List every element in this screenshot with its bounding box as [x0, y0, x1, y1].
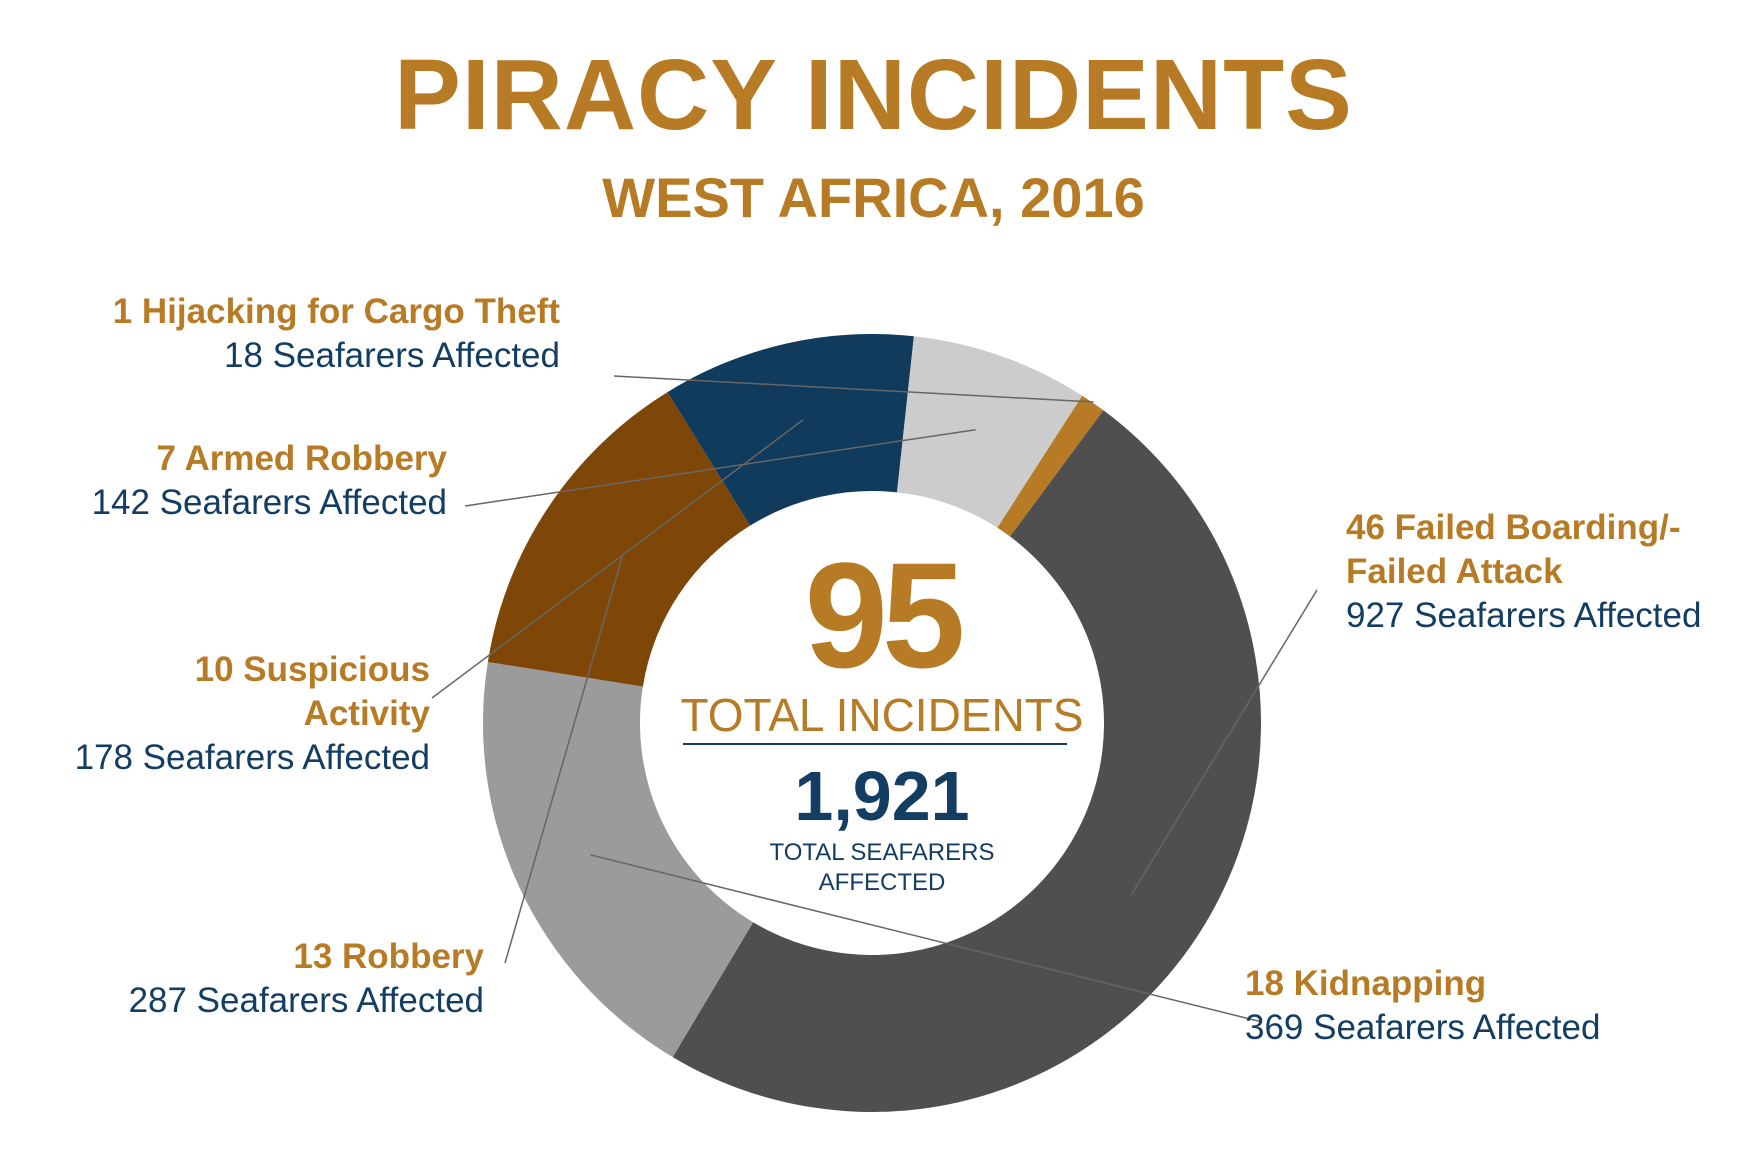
- label-failed-boarding-seafarers: 927 Seafarers Affected: [1346, 596, 1702, 635]
- label-armed-robbery: 7 Armed Robbery 142 Seafarers Affected: [92, 437, 447, 525]
- label-robbery-seafarers: 287 Seafarers Affected: [128, 981, 484, 1020]
- chart-title: PIRACY INCIDENTS: [394, 39, 1353, 151]
- label-suspicious-activity: 10 Suspicious Activity 178 Seafarers Aff…: [75, 648, 430, 780]
- leader-armed-robbery: [464, 429, 976, 507]
- label-hijacking-name: 1 Hijacking for Cargo Theft: [112, 292, 560, 331]
- total-incidents-value: 95: [804, 531, 966, 699]
- leader-suspicious-activity: [431, 419, 804, 699]
- label-suspicious-name-2: Activity: [303, 694, 430, 733]
- total-seafarers-label: TOTAL SEAFARERS AFFECTED: [668, 838, 1096, 898]
- slice-robbery: [487, 392, 751, 687]
- total-incidents-label: TOTAL INCIDENTS: [680, 689, 1084, 741]
- label-failed-boarding-name-2: Failed Attack: [1346, 552, 1563, 591]
- total-seafarers-value: 1,921: [794, 757, 970, 835]
- label-armed-robbery-name: 7 Armed Robbery: [156, 439, 447, 478]
- label-robbery-name: 13 Robbery: [293, 937, 484, 976]
- label-failed-boarding-name: 46 Failed Boarding/-: [1346, 508, 1681, 547]
- slice-kidnapping: [483, 661, 754, 1058]
- label-suspicious-seafarers: 178 Seafarers Affected: [74, 738, 430, 777]
- label-hijacking-seafarers: 18 Seafarers Affected: [224, 336, 560, 375]
- label-hijacking: 1 Hijacking for Cargo Theft 18 Seafarers…: [113, 290, 560, 378]
- label-armed-robbery-seafarers: 142 Seafarers Affected: [91, 483, 447, 522]
- label-kidnapping: 18 Kidnapping 369 Seafarers Affected: [1245, 962, 1600, 1050]
- label-robbery: 13 Robbery 287 Seafarers Affected: [129, 935, 484, 1023]
- label-kidnapping-seafarers: 369 Seafarers Affected: [1245, 1008, 1601, 1047]
- slice-hijacking: [997, 395, 1104, 537]
- center-divider: [683, 743, 1067, 745]
- leader-kidnapping: [590, 854, 1263, 1023]
- label-suspicious-name: 10 Suspicious: [194, 650, 430, 689]
- leader-robbery: [504, 556, 624, 964]
- label-kidnapping-name: 18 Kidnapping: [1245, 964, 1487, 1003]
- leader-failed-boarding: [1130, 589, 1318, 896]
- leader-hijacking: [613, 375, 1094, 403]
- label-failed-boarding: 46 Failed Boarding/- Failed Attack 927 S…: [1346, 506, 1701, 638]
- total-seafarers-label-line-2: AFFECTED: [818, 869, 946, 896]
- total-seafarers-label-line-1: TOTAL SEAFARERS: [769, 839, 995, 866]
- slice-armed-robbery: [896, 336, 1083, 528]
- chart-subtitle: WEST AFRICA, 2016: [602, 166, 1145, 229]
- slice-failed-boarding: [672, 410, 1261, 1112]
